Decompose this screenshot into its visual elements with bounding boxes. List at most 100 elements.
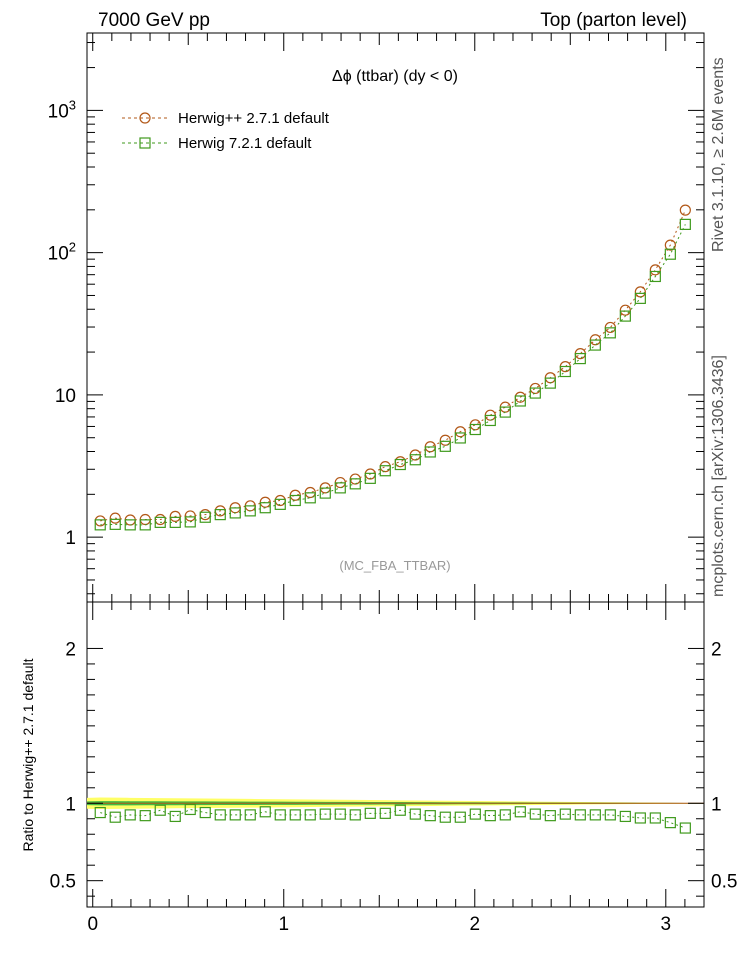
herwig7-point	[634, 292, 646, 304]
ratio-xtick-label: 2	[469, 914, 480, 935]
herwig7-point	[439, 440, 451, 452]
main-ytick-label: 10	[55, 386, 76, 407]
ratio-herwig7-point	[94, 806, 106, 819]
herwig7-point	[94, 519, 106, 531]
herwigpp-point	[619, 304, 631, 316]
herwig7-point	[229, 507, 241, 519]
main-ytick-label: 1	[65, 528, 76, 549]
ratio-herwig7-point	[544, 810, 556, 822]
legend-entry-herwigpp: Herwig++ 2.7.1 default	[122, 110, 330, 127]
ratio-herwig7-point	[394, 804, 406, 816]
ratio-herwig7-line	[100, 808, 686, 829]
ratio-xtick-label: 3	[661, 914, 672, 935]
legend-entry-herwig7: Herwig 7.2.1 default	[122, 135, 312, 152]
ratio-herwig7-point	[199, 806, 211, 819]
ratio-herwig7-point	[304, 809, 316, 821]
ratio-herwig7-point	[484, 810, 496, 822]
herwig7-line	[100, 224, 686, 526]
ratio-herwig7-point	[649, 812, 661, 824]
ratio-xtick-label: 0	[87, 914, 98, 935]
ratio-panel: 0.5 0.5 1 1 2 2 0 1 2 3 Ratio to Herwig++ 2.7.1 d…	[20, 601, 737, 935]
herwigpp-point	[274, 494, 286, 507]
herwigpp-point	[454, 426, 466, 438]
ratio-axis-ticks: 0.5 0.5 1 1 2 2 0 1 2 3	[50, 602, 737, 935]
main-panel: Δϕ (ttbar) (dy < 0) (MC_FBA_TTBAR) 11010…	[48, 32, 705, 603]
main-series-layer	[94, 204, 691, 531]
herwigpp-point	[184, 510, 196, 522]
ratio-herwig7-point	[319, 808, 331, 820]
herwig7-point	[544, 377, 556, 389]
herwig7-point	[514, 395, 526, 407]
chart-title: Δϕ (ttbar) (dy < 0)	[332, 68, 458, 85]
ratio-herwig7-point	[364, 807, 376, 819]
herwig7-point	[334, 482, 346, 494]
ratio-herwig7-point	[274, 809, 286, 821]
herwigpp-point	[679, 204, 691, 216]
header-left: 7000 GeV pp	[98, 10, 210, 31]
herwig7-point	[574, 352, 586, 365]
ratio-herwig7-point	[139, 810, 151, 822]
herwig7-point	[304, 492, 316, 504]
herwig7-point	[409, 454, 421, 466]
ratio-herwig7-point	[379, 807, 391, 819]
ratio-herwig7-point	[439, 811, 451, 823]
herwigpp-point	[649, 264, 661, 276]
herwig7-point	[619, 310, 631, 322]
legend: Herwig++ 2.7.1 default Herwig 7.2.1 defa…	[122, 110, 330, 152]
herwig7-point	[274, 498, 286, 510]
ratio-herwig7-point	[574, 809, 586, 821]
herwig7-point	[469, 423, 481, 436]
herwig7-point	[139, 519, 151, 531]
herwig7-point	[559, 365, 571, 378]
ratio-herwig7-point	[409, 808, 421, 820]
ratio-xtick-label: 1	[278, 914, 289, 935]
herwigpp-point	[169, 510, 181, 522]
ratio-herwig7-point	[349, 809, 361, 821]
legend-marker-square	[139, 137, 151, 149]
header-right: Top (parton level)	[540, 10, 687, 31]
ratio-herwig7-point	[559, 808, 571, 820]
herwig7-point	[679, 218, 691, 230]
ratio-herwig7-point	[259, 806, 271, 818]
ratio-ytick-label-left: 2	[65, 639, 76, 660]
herwig7-point	[484, 414, 496, 427]
herwig7-point	[604, 327, 616, 339]
herwig7-point	[259, 502, 271, 514]
herwig7-point	[349, 478, 361, 490]
ratio-herwig7-point	[589, 809, 601, 821]
herwigpp-point	[394, 456, 406, 468]
herwig7-point	[649, 270, 661, 283]
main-ytick-base: 10	[48, 244, 69, 265]
main-ytick-label: 102	[48, 240, 76, 265]
ratio-herwig7-point	[244, 809, 256, 821]
main-ytick-exponent: 2	[69, 240, 76, 255]
ratio-herwig7-point	[619, 810, 631, 823]
ratio-herwig7-point	[184, 803, 196, 816]
ratio-herwig7-point	[169, 810, 181, 823]
ratio-herwig7-point	[469, 808, 481, 820]
herwig7-point	[109, 518, 121, 530]
herwig7-point	[499, 406, 511, 418]
ratio-herwig7-point	[424, 810, 436, 822]
ratio-herwig7-point	[664, 817, 676, 829]
ratio-ytick-label-right: 2	[711, 639, 722, 660]
herwig7-point	[289, 494, 301, 507]
herwig7-point	[124, 519, 136, 531]
legend-label-herwig7: Herwig 7.2.1 default	[178, 135, 312, 152]
ratio-herwig7-point	[454, 811, 466, 823]
ratio-herwig7-point	[529, 808, 541, 820]
ratio-herwig7-point	[154, 804, 166, 816]
ratio-ytick-label-right: 0.5	[711, 872, 737, 893]
ratio-herwig7-point	[604, 809, 616, 821]
ratio-frame	[86, 601, 705, 908]
herwigpp-line	[100, 209, 686, 522]
ratio-series-layer	[94, 803, 691, 834]
herwigpp-point	[634, 286, 646, 298]
herwig7-point	[394, 458, 406, 471]
main-ytick-label: 103	[48, 97, 76, 122]
ratio-herwig7-point	[229, 809, 241, 821]
main-ytick-base: 10	[48, 101, 69, 122]
ratio-herwig7-point	[214, 809, 226, 821]
ratio-uncertainty-band	[87, 797, 704, 809]
